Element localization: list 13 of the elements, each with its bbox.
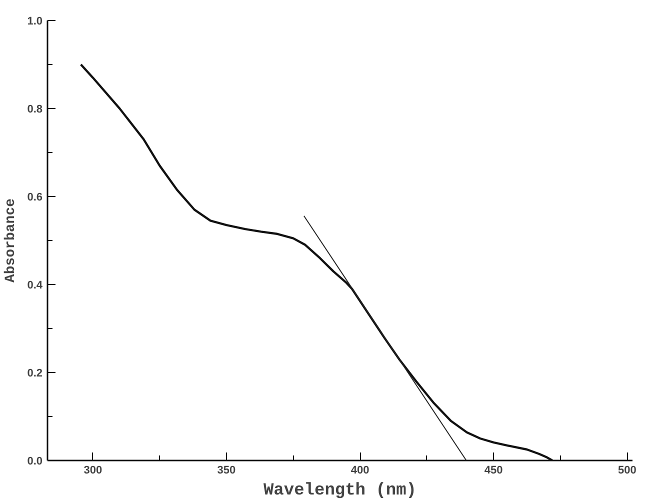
y-tick-label: 1.0 bbox=[27, 16, 43, 28]
x-tick-label: 450 bbox=[484, 464, 503, 476]
x-tick-label: 300 bbox=[84, 464, 102, 476]
y-axis-title: Absorbance bbox=[3, 198, 20, 283]
x-tick-label: 350 bbox=[217, 464, 236, 476]
y-tick-label: 0.8 bbox=[27, 104, 43, 116]
y-tick-label: 0.4 bbox=[27, 280, 44, 292]
x-tick-label: 400 bbox=[350, 464, 370, 476]
y-tick-label: 0.2 bbox=[27, 368, 43, 380]
x-tick-label: 500 bbox=[618, 464, 636, 476]
x-axis-title: Wavelength (nm) bbox=[263, 482, 417, 500]
y-tick-label: 0.0 bbox=[27, 456, 43, 468]
y-tick-label: 0.6 bbox=[27, 192, 43, 204]
